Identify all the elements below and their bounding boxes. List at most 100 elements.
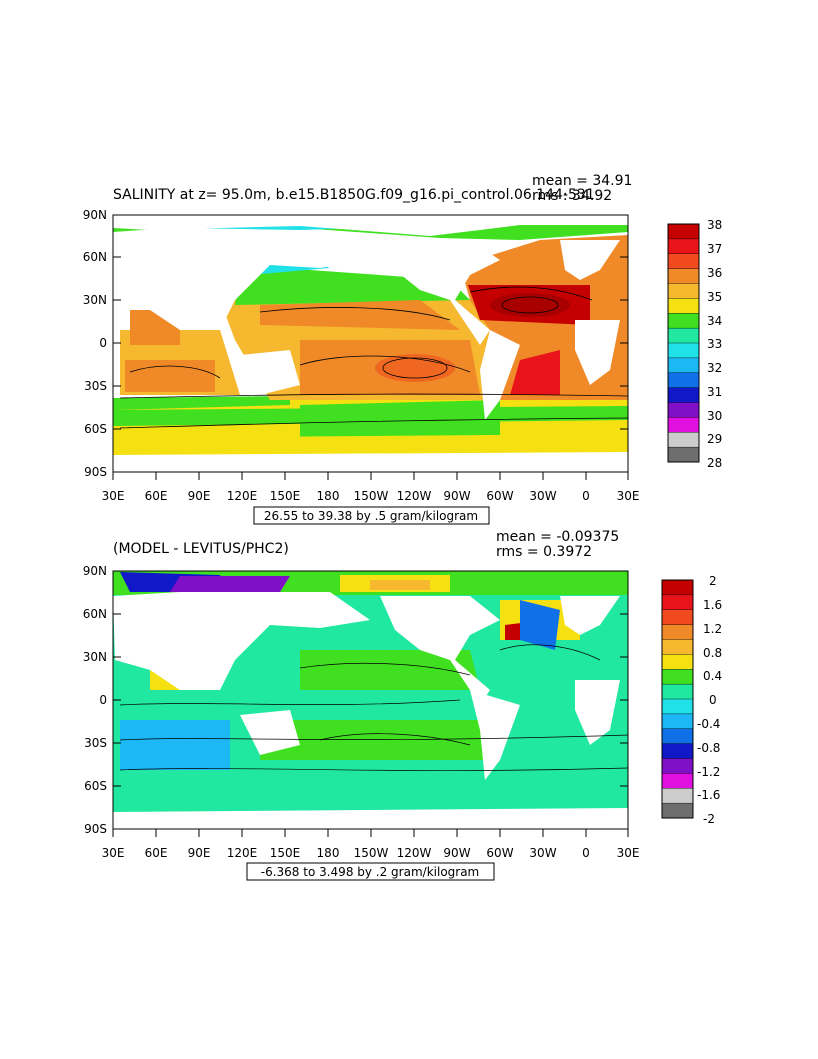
top-contour-info-box [253, 506, 490, 525]
bottom-colorbar-swatch-15 [661, 802, 694, 819]
top-ylabel-5: 60S [84, 422, 107, 436]
top-cb-label-6: 32 [707, 361, 722, 375]
top-xlabel-4: 150E [270, 489, 301, 503]
top-cb-label-9: 29 [707, 432, 722, 446]
top-xlabel-7: 120W [397, 489, 432, 503]
bottom-xlabel-2: 90E [188, 846, 211, 860]
top-cb-label-5: 33 [707, 337, 722, 351]
bottom-ylabel-2: 30N [83, 650, 107, 664]
top-x-axis: 30E 60E 90E 120E 150E 180 150W 120W 90W … [102, 472, 640, 503]
bottom-xlabel-10: 30W [529, 846, 556, 860]
top-colorbar-swatch-7 [667, 327, 700, 344]
top-cb-label-3: 35 [707, 290, 722, 304]
top-colorbar-swatch-11 [667, 387, 700, 404]
top-cb-label-0: 38 [707, 218, 722, 232]
bottom-colorbar: 2 1.6 1.2 0.8 0.4 0 -0.4 -0.8 -1.2 -1.6 … [661, 574, 722, 826]
bottom-xlabel-12: 30E [617, 846, 640, 860]
bottom-xlabel-4: 150E [270, 846, 301, 860]
bottom-colorbar-swatch-4 [661, 639, 694, 655]
top-xlabel-2: 90E [188, 489, 211, 503]
bottom-colorbar-swatch-8 [661, 698, 694, 715]
top-xlabel-1: 60E [145, 489, 168, 503]
top-xlabel-3: 120E [227, 489, 258, 503]
top-xlabel-11: 0 [582, 489, 590, 503]
top-cb-label-2: 36 [707, 266, 722, 280]
bottom-cb-label-5: 0 [709, 693, 717, 707]
top-colorbar-swatch-10 [667, 372, 700, 389]
bottom-cb-label-10: -2 [703, 812, 715, 826]
bottom-contour-info: -6.368 to 3.498 by .2 gram/kilogram [261, 865, 480, 879]
bottom-cb-label-3: 0.8 [703, 646, 722, 660]
top-colorbar-swatch-4 [667, 283, 700, 299]
bottom-colorbar-swatch-6 [661, 669, 694, 685]
bottom-colorbar-swatch-2 [661, 609, 694, 626]
bottom-x-axis: 30E 60E 90E 120E 150E 180 150W 120W 90W … [102, 829, 640, 860]
bottom-colorbar-swatch-13 [661, 773, 694, 789]
top-ylabel-3: 0 [99, 336, 107, 350]
top-colorbar-swatch-5 [667, 298, 700, 314]
bottom-xlabel-3: 120E [227, 846, 258, 860]
bottom-cb-label-6: -0.4 [697, 717, 720, 731]
top-y-axis: 90N 60N 30N 0 30S 60S 90S [83, 208, 628, 479]
top-map [113, 215, 628, 472]
top-contour-info: 26.55 to 39.38 by .5 gram/kilogram [264, 509, 478, 523]
bottom-cb-label-0: 2 [709, 574, 717, 588]
top-ylabel-4: 30S [84, 379, 107, 393]
bottom-cb-label-9: -1.6 [697, 788, 720, 802]
top-colorbar-swatch-9 [667, 357, 700, 374]
bottom-xlabel-1: 60E [145, 846, 168, 860]
bottom-colorbar-swatch-14 [661, 788, 694, 804]
top-title: SALINITY at z= 95.0m, b.e15.B1850G.f09_g… [113, 187, 595, 203]
bottom-contour-info-box [246, 862, 495, 881]
bottom-colorbar-swatch-0 [661, 579, 694, 596]
bottom-colorbar-swatch-10 [661, 728, 694, 745]
bottom-panel: (MODEL - LEVITUS/PHC2) mean = -0.09375 r… [83, 529, 722, 881]
bottom-ylabel-0: 90N [83, 564, 107, 578]
top-ylabel-1: 60N [83, 250, 107, 264]
bottom-title: (MODEL - LEVITUS/PHC2) [113, 541, 289, 557]
top-xlabel-0: 30E [102, 489, 125, 503]
bottom-rms: rms = 0.3972 [496, 544, 592, 560]
bottom-colorbar-swatch-3 [661, 624, 694, 641]
bottom-ylabel-3: 0 [99, 693, 107, 707]
bottom-ylabel-4: 30S [84, 736, 107, 750]
top-xlabel-12: 30E [617, 489, 640, 503]
bottom-colorbar-swatch-9 [661, 713, 694, 730]
top-colorbar-swatch-0 [667, 223, 700, 240]
top-colorbar-swatch-8 [667, 342, 700, 359]
bottom-xlabel-11: 0 [582, 846, 590, 860]
top-colorbar-swatch-13 [667, 417, 700, 433]
top-panel: SALINITY at z= 95.0m, b.e15.B1850G.f09_g… [83, 173, 722, 525]
bottom-y-axis: 90N 60N 30N 0 30S 60S 90S [83, 564, 628, 836]
top-xlabel-9: 60W [486, 489, 513, 503]
top-xlabel-10: 30W [529, 489, 556, 503]
top-xlabel-5: 180 [317, 489, 340, 503]
bottom-xlabel-0: 30E [102, 846, 125, 860]
bottom-cb-label-1: 1.6 [703, 598, 722, 612]
top-mean: mean = 34.91 [532, 173, 632, 189]
bottom-xlabel-6: 150W [354, 846, 389, 860]
bottom-ylabel-5: 60S [84, 779, 107, 793]
top-colorbar-swatch-12 [667, 402, 700, 418]
top-cb-label-10: 28 [707, 456, 722, 470]
top-colorbar-swatch-3 [667, 268, 700, 285]
bottom-cb-label-7: -0.8 [697, 741, 720, 755]
top-colorbar: 38 37 36 35 34 33 32 31 30 29 28 [667, 218, 722, 470]
top-xlabel-6: 150W [354, 489, 389, 503]
bottom-colorbar-swatch-12 [661, 758, 694, 774]
bottom-xlabel-9: 60W [486, 846, 513, 860]
top-cb-label-4: 34 [707, 314, 722, 328]
top-ylabel-2: 30N [83, 293, 107, 307]
bottom-xlabel-8: 90W [443, 846, 470, 860]
top-colorbar-swatch-14 [667, 432, 700, 448]
top-colorbar-swatch-15 [667, 446, 700, 463]
bottom-cb-label-4: 0.4 [703, 669, 722, 683]
bottom-xlabel-5: 180 [317, 846, 340, 860]
bottom-cb-label-2: 1.2 [703, 622, 722, 636]
top-ylabel-6: 90S [84, 465, 107, 479]
top-cb-label-8: 30 [707, 409, 722, 423]
bottom-colorbar-swatch-5 [661, 654, 694, 670]
bottom-map [113, 571, 628, 829]
top-colorbar-swatch-6 [667, 313, 700, 329]
